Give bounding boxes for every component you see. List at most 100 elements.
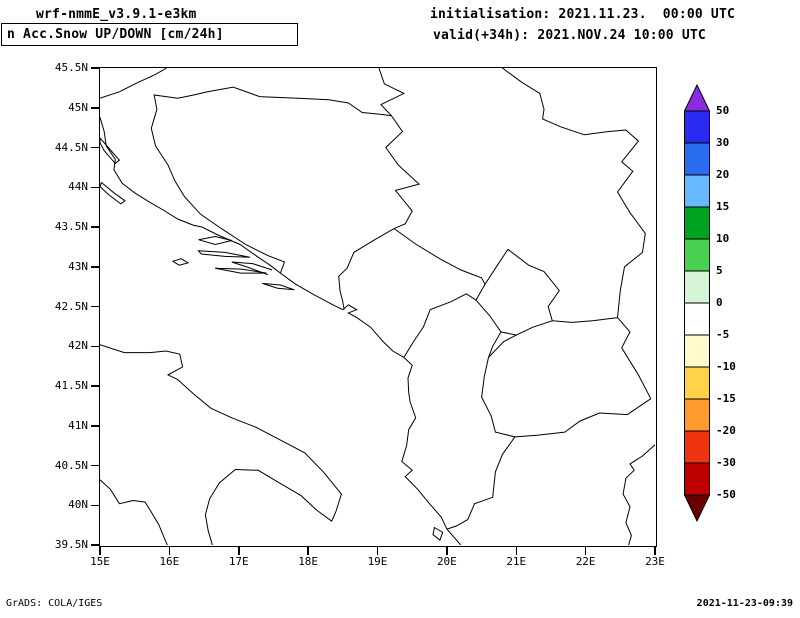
lon-tick-label: 21E (506, 555, 527, 568)
island-kornati (100, 181, 126, 205)
lon-tick-label: 16E (159, 555, 180, 568)
colorbar-level-label: -20 (716, 424, 736, 437)
colorbar-level-label: 50 (716, 104, 730, 117)
border-macedonia-north (552, 317, 618, 323)
border-bosnia (150, 86, 421, 310)
colorbar-level-label: 30 (716, 136, 730, 149)
lat-tick (91, 425, 99, 427)
valid-time-label: valid(+34h): 2021.NOV.24 10:00 UTC (433, 28, 706, 43)
colorbar-band (684, 110, 710, 144)
balkans-coastlines-and-borders-map (100, 68, 655, 545)
border-macedonia-east (617, 317, 652, 399)
island-corfu (432, 526, 444, 542)
lat-tick-label: 41N (68, 418, 88, 432)
border-albania-greece (446, 436, 516, 530)
colorbar-level-label: -10 (716, 360, 736, 373)
colorbar-band (684, 270, 710, 304)
lat-tick-label: 43N (68, 259, 88, 273)
lon-tick-label: 20E (436, 555, 457, 568)
lat-tick (91, 544, 99, 546)
lon-tick-label: 17E (228, 555, 249, 568)
lon-tick (446, 547, 448, 555)
field-title-box: n Acc.Snow UP/DOWN [cm/24h] (1, 23, 298, 46)
lat-tick (91, 464, 99, 467)
lat-tick (91, 226, 99, 228)
lat-tick (91, 305, 99, 308)
lon-tick (376, 547, 379, 555)
lat-tick (91, 146, 99, 149)
island-mljet (262, 282, 295, 291)
colorbar-band (684, 302, 710, 336)
border-montenegro-albania (403, 293, 477, 358)
lat-tick-label: 43.5N (54, 220, 88, 233)
colorbar-level-label: 5 (716, 264, 723, 277)
island-hvar (197, 250, 250, 258)
coastline-italy-adriatic (100, 344, 342, 545)
colorbar-level-label: 15 (716, 200, 730, 213)
peninsula-peljesac (231, 261, 273, 276)
colorbar-level-label: -5 (716, 328, 730, 341)
border-macedonia-greece (514, 398, 652, 438)
lon-tick (307, 547, 309, 555)
colorbar-band (684, 462, 710, 496)
colorbar-arrow-bottom (684, 494, 711, 522)
island-pag (100, 137, 121, 165)
lon-tick-label: 23E (645, 555, 665, 568)
lon-tick (584, 547, 587, 555)
border-macedonia-albania (481, 357, 516, 438)
colorbar-band (684, 142, 710, 176)
colorbar-band (684, 334, 710, 368)
coastline-east-adriatic (100, 117, 462, 545)
colorbar-band (684, 366, 710, 400)
coastline-italy-tyrrhenian (100, 479, 168, 545)
lat-tick (91, 345, 99, 347)
border-serbia-east (502, 68, 646, 318)
colorbar-arrow-top (684, 84, 711, 112)
lon-tick (238, 547, 240, 555)
colorbar-band (684, 238, 710, 272)
colorbar-level-label: -30 (716, 456, 736, 469)
colorbar-band (684, 174, 710, 208)
lat-tick-label: 44.5N (54, 140, 88, 154)
lon-tick-label: 22E (575, 555, 596, 568)
lat-tick-label: 45.5N (54, 61, 88, 74)
lat-tick-label: 40.5N (54, 458, 88, 472)
border-kosovo-macedonia (488, 334, 517, 358)
lat-tick (91, 504, 99, 506)
colorbar-band (684, 398, 710, 432)
lat-tick (91, 385, 99, 387)
border-slovenia-croatia (100, 68, 167, 99)
lat-tick-label: 42N (68, 339, 88, 353)
lat-tick (91, 266, 99, 268)
colorbar-level-label: -15 (716, 392, 736, 405)
colorbar-level-label: 20 (716, 168, 730, 181)
colorbar-level-label: 10 (716, 232, 730, 245)
lat-tick (91, 67, 99, 69)
model-version-title: wrf-nmmE_v3.9.1-e3km (36, 7, 197, 22)
lat-tick (91, 107, 99, 109)
coastline-greece-thermaic-gulf (622, 444, 655, 545)
lat-tick-label: 40N (68, 498, 88, 512)
lat-tick-label: 44N (68, 180, 88, 194)
lat-tick-label: 45N (68, 100, 88, 114)
lon-tick (515, 547, 517, 555)
lat-tick-label: 42.5N (54, 299, 88, 313)
island-vis (171, 258, 190, 266)
lat-tick-label: 39.5N (54, 538, 88, 551)
border-albania-kosovo (488, 331, 502, 358)
colorbar-level-label: -50 (716, 488, 736, 501)
lat-tick-label: 41.5N (54, 379, 88, 392)
border-croatia-serbia (378, 68, 406, 117)
grads-credit-label: GrADS: COLA/IGES (6, 598, 103, 609)
lon-tick-label: 15E (90, 555, 110, 568)
lon-tick-label: 19E (367, 555, 388, 568)
lon-tick (654, 547, 656, 555)
lon-tick (99, 547, 101, 555)
field-title: n Acc.Snow UP/DOWN [cm/24h] (7, 27, 224, 42)
lat-tick (91, 186, 99, 188)
initialisation-time-label: initialisation: 2021.11.23. 00:00 UTC (430, 7, 736, 22)
island-korcula (215, 267, 267, 274)
colorbar-band (684, 206, 710, 240)
lon-tick-label: 18E (298, 555, 319, 568)
